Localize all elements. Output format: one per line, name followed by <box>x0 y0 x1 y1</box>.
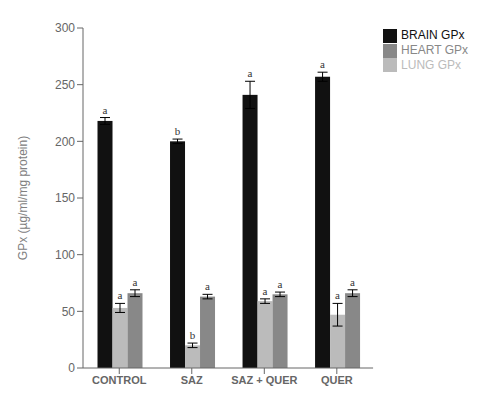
html-text:BRAIN GPx: BRAIN GPx <box>401 28 465 42</box>
html-text:HEART GPx: HEART GPx <box>401 42 468 57</box>
svg-text:50: 50 <box>62 305 76 319</box>
svg-text:300: 300 <box>55 21 75 35</box>
svg-text:a: a <box>133 276 138 288</box>
svg-text:250: 250 <box>55 78 75 92</box>
svg-text:SAZ: SAZ <box>181 374 203 386</box>
svg-text:a: a <box>350 276 355 288</box>
svg-text:200: 200 <box>55 135 75 149</box>
svg-text:a: a <box>335 289 340 301</box>
svg-text:b: b <box>190 329 196 341</box>
svg-text:b: b <box>175 125 181 137</box>
svg-text:a: a <box>118 289 123 301</box>
svg-text:100: 100 <box>55 248 75 262</box>
svg-text:a: a <box>320 58 325 70</box>
html-text:LUNG GPx: LUNG GPx <box>401 57 462 72</box>
svg-text:GPx (µg/ml/mg protein): GPx (µg/ml/mg protein) <box>16 136 30 260</box>
svg-text:a: a <box>248 67 253 79</box>
svg-text:a: a <box>278 278 283 290</box>
svg-text:a: a <box>205 280 210 292</box>
svg-text:QUER: QUER <box>321 374 353 386</box>
svg-text:a: a <box>103 104 108 116</box>
svg-text:0: 0 <box>68 361 75 375</box>
svg-text:150: 150 <box>55 191 75 205</box>
svg-text:SAZ + QUER: SAZ + QUER <box>231 374 297 386</box>
svg-text:a: a <box>263 285 268 297</box>
svg-text:CONTROL: CONTROL <box>92 374 147 386</box>
